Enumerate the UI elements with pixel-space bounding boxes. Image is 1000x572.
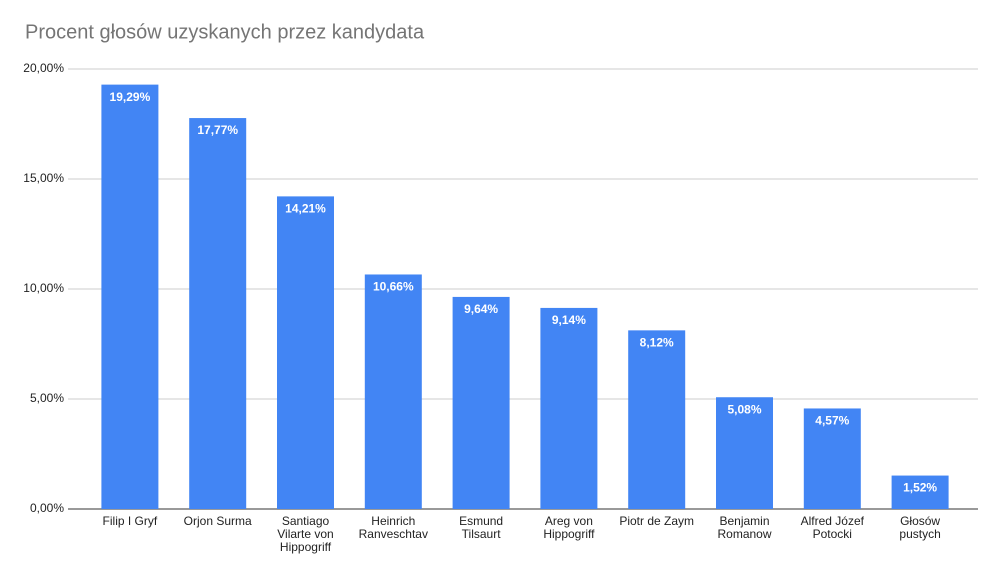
value-label: 9,64% xyxy=(464,302,498,316)
y-tick-label: 10,00% xyxy=(23,281,64,295)
chart-title: Procent głosów uzyskanych przez kandydat… xyxy=(25,21,425,43)
x-tick-label: Filip I Gryf xyxy=(102,514,158,528)
value-label: 10,66% xyxy=(373,280,414,294)
bar xyxy=(189,118,247,509)
value-label: 17,77% xyxy=(197,123,238,137)
x-tick-label: Esmund Tilsaurt xyxy=(459,514,504,541)
y-tick-label: 20,00% xyxy=(23,61,64,75)
x-tick-label: Orjon Surma xyxy=(183,514,252,528)
value-label: 14,21% xyxy=(285,202,326,216)
bar xyxy=(101,84,159,510)
y-tick-label: 15,00% xyxy=(23,171,64,185)
bar xyxy=(540,307,598,509)
bar xyxy=(716,397,773,509)
value-label: 9,14% xyxy=(552,313,586,327)
bar xyxy=(628,330,686,509)
x-tick-label: Alfred Józef Potocki xyxy=(800,514,864,541)
bar xyxy=(277,196,334,509)
value-label: 8,12% xyxy=(640,336,674,350)
bar xyxy=(452,296,510,509)
bar xyxy=(891,475,949,509)
value-label: 5,08% xyxy=(727,402,761,416)
x-tick-label: Areg von Hippogriff xyxy=(543,514,595,541)
value-label: 4,57% xyxy=(815,414,849,428)
x-tick-label: Benjamin Romanow xyxy=(717,514,772,541)
x-tick-label: Heinrich Ranveschtav xyxy=(358,514,428,541)
y-tick-label: 5,00% xyxy=(30,391,64,405)
y-tick-label: 0,00% xyxy=(30,501,64,515)
value-label: 1,52% xyxy=(903,481,937,495)
bar xyxy=(364,274,422,509)
x-tick-label: Piotr de Zaym xyxy=(619,514,695,528)
x-tick-label: Santiago Vilarte von Hippogriff xyxy=(277,514,334,554)
bar xyxy=(803,408,861,509)
x-tick-label: Głosów pustych xyxy=(899,514,941,541)
value-label: 19,29% xyxy=(110,90,151,104)
